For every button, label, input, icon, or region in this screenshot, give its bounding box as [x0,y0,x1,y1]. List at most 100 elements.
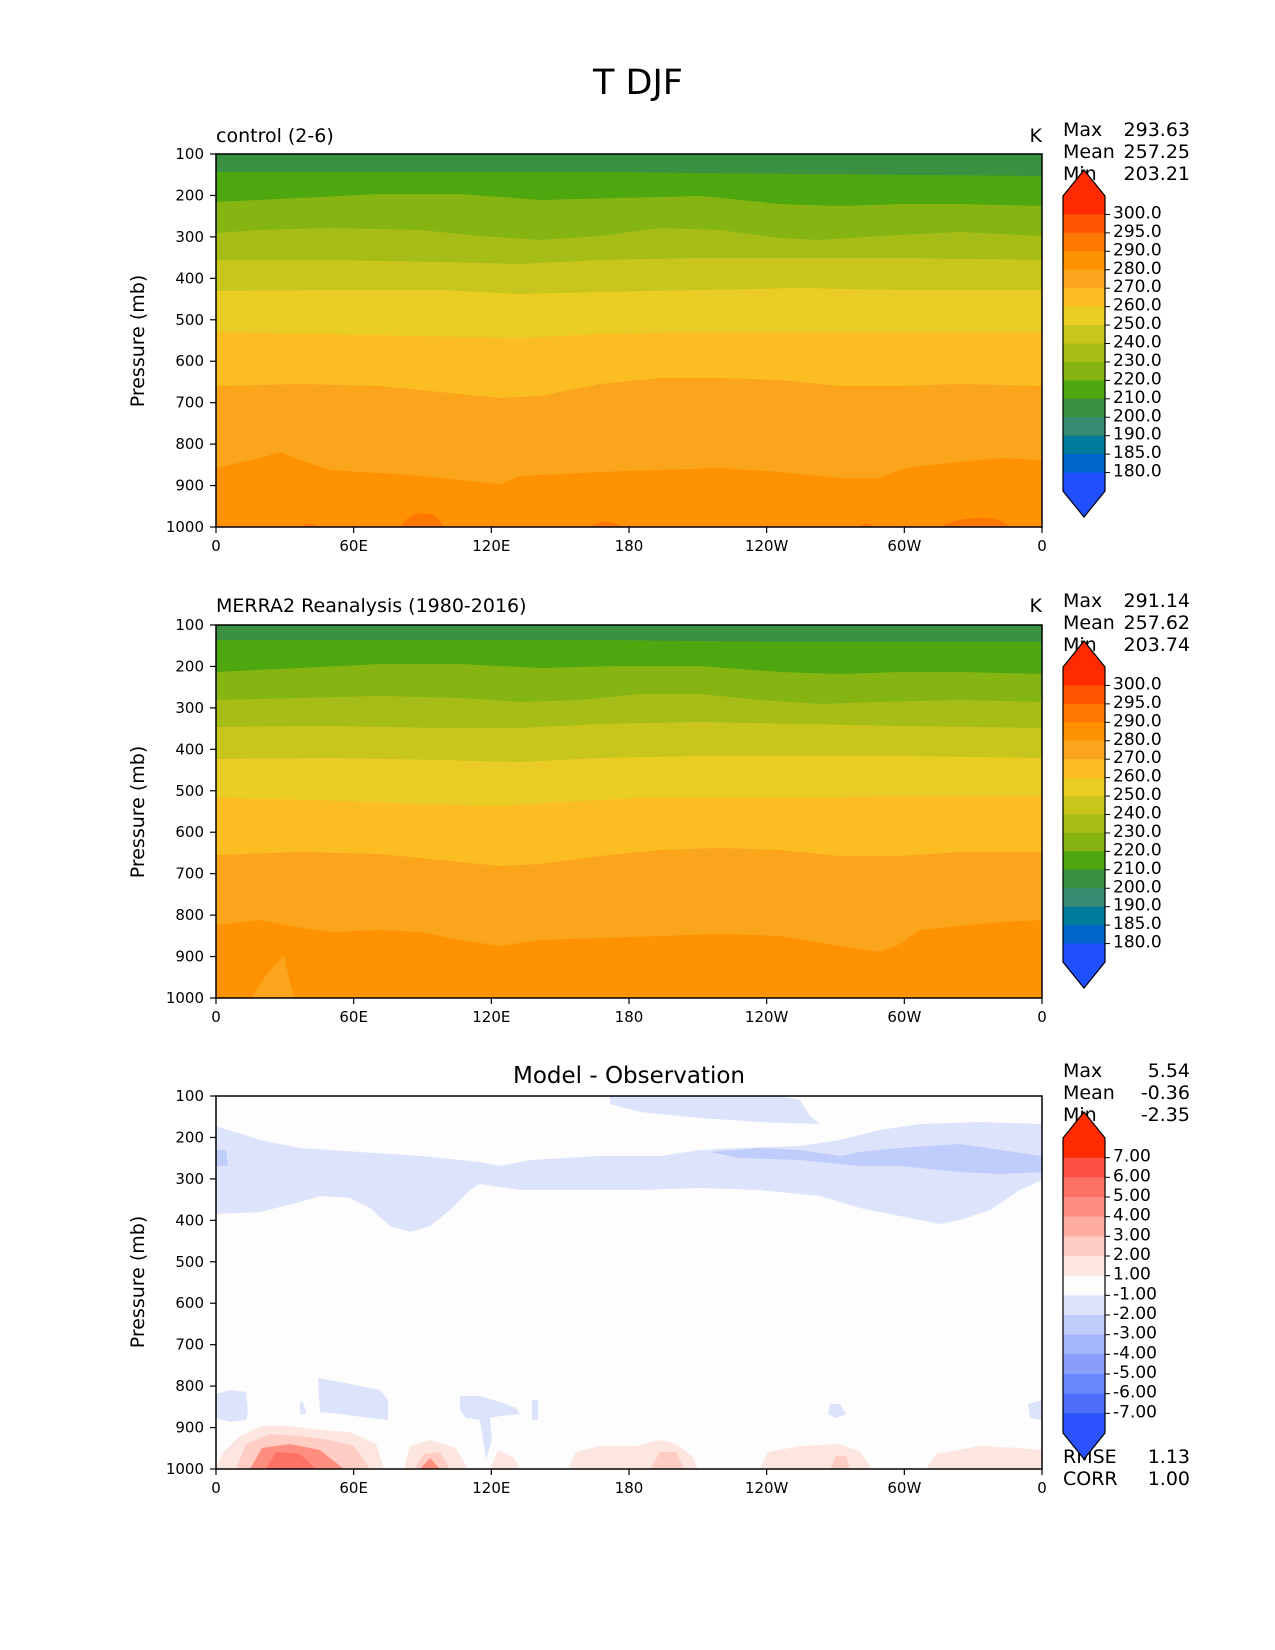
band-neg2-west [216,1150,228,1166]
colorbar-label: -1.00 [1113,1284,1157,1304]
colorbar-label: -4.00 [1113,1343,1157,1363]
colorbar-segment [1063,232,1105,252]
y-tick-label: 500 [175,782,204,800]
colorbar-segment [1063,851,1105,871]
difference-colorbar: 7.006.005.004.003.002.001.00-1.00-2.00-3… [1062,1111,1157,1460]
y-tick-label: 300 [175,1170,204,1188]
colorbar-segment [1063,306,1105,326]
difference-stats: Max 5.54 Mean -0.36 Min -2.35 RMSE 1.13 … [1063,1060,1190,1490]
y-tick-label: 100 [175,1087,204,1105]
difference-title: Model - Observation [513,1063,745,1089]
y-tick-label: 800 [175,1377,204,1395]
panel-control: control (2-6) K Pressure (mb) 0 60E 120E 18… [127,119,1190,555]
colorbar-segment [1063,214,1105,234]
colorbar-label: -3.00 [1113,1324,1157,1344]
x-tick-label: 180 [615,1008,644,1026]
colorbar-segment [1063,1413,1105,1434]
x-tick-label: 120E [472,1008,510,1026]
colorbar-label: 185.0 [1113,443,1162,463]
y-tick-label: 400 [175,740,204,758]
colorbar-label: 290.0 [1113,240,1162,260]
difference-corr-value: 1.00 [1148,1468,1190,1490]
colorbar-segment [1063,685,1105,705]
colorbar-label: 220.0 [1113,840,1162,860]
band-200 [216,154,1042,176]
colorbar-segment [1063,361,1105,381]
y-tick-label: 600 [175,823,204,841]
colorbar-extend-over [1063,641,1105,667]
colorbar-segment [1063,1374,1105,1395]
colorbar-segment [1063,1197,1105,1218]
control-title: control (2-6) [216,125,334,147]
y-tick-label: 900 [175,1419,204,1437]
colorbar-label: 250.0 [1113,785,1162,805]
colorbar-segment [1063,472,1105,492]
difference-rmse-value: 1.13 [1148,1446,1190,1468]
control-units: K [1030,125,1043,147]
colorbar-label: 280.0 [1113,259,1162,279]
colorbar-segment [1063,1177,1105,1198]
colorbar-outline [1062,1111,1106,1460]
difference-min-value: -2.35 [1141,1104,1190,1126]
x-tick-label: 0 [211,1479,221,1497]
x-tick-label: 120E [472,1479,510,1497]
colorbar-segment [1063,722,1105,742]
merra2-max-value: 291.14 [1124,590,1190,612]
colorbar-label: 300.0 [1113,674,1162,694]
colorbar-label: 290.0 [1113,711,1162,731]
x-tick-label: 60E [339,1479,368,1497]
colorbar-segment [1063,1275,1105,1296]
band-270-surface [252,955,294,998]
difference-xticks: 0 60E 120E 180 120W 60W 0 [211,1469,1047,1497]
colorbar-segment [1063,325,1105,345]
colorbar-segment [1063,380,1105,400]
colorbar-label: 260.0 [1113,767,1162,787]
y-tick-label: 700 [175,865,204,883]
colorbar-segment [1063,667,1105,687]
control-xticks: 0 60E 120E 180 120W 60W 0 [211,527,1047,555]
colorbar-segment [1063,398,1105,418]
colorbar-segment [1063,1236,1105,1257]
control-mean-label: Mean [1063,141,1115,163]
y-tick-label: 700 [175,1336,204,1354]
colorbar-segment [1063,925,1105,945]
colorbar-outline [1062,169,1106,518]
control-max-value: 293.63 [1124,119,1190,141]
colorbar-segment [1063,814,1105,834]
y-tick-label: 800 [175,906,204,924]
control-ylabel: Pressure (mb) [127,275,149,408]
colorbar-label: 295.0 [1113,693,1162,713]
colorbar-segment [1063,196,1105,216]
y-tick-label: 100 [175,616,204,634]
x-tick-label: 60W [887,1479,921,1497]
merra2-units: K [1030,595,1043,617]
colorbar-segment [1063,740,1105,760]
colorbar-segment [1063,1138,1105,1159]
x-tick-label: 60W [887,1008,921,1026]
colorbar-label: 180.0 [1113,933,1162,953]
merra2-field [216,625,1042,998]
colorbar-label: 270.0 [1113,748,1162,768]
x-tick-label: 120W [745,1479,789,1497]
y-tick-label: 1000 [166,518,204,536]
colorbar-label: 3.00 [1113,1225,1151,1245]
y-tick-label: 900 [175,477,204,495]
control-min-value: 203.21 [1124,163,1190,185]
control-yticks: 100 200 300 400 500 600 700 800 900 1000 [166,145,216,536]
y-tick-label: 600 [175,1294,204,1312]
difference-mean-value: -0.36 [1141,1082,1190,1104]
y-tick-label: 1000 [166,1460,204,1478]
y-tick-label: 600 [175,352,204,370]
x-tick-label: 180 [615,1479,644,1497]
band-neg1-upper [216,1122,1042,1232]
colorbar-label: 240.0 [1113,333,1162,353]
colorbar-label: 190.0 [1113,425,1162,445]
y-tick-label: 300 [175,228,204,246]
colorbar-segment [1063,943,1105,963]
colorbar-segment [1063,343,1105,363]
merra2-mean-label: Mean [1063,612,1115,634]
x-tick-label: 120W [745,537,789,555]
panel-merra2: MERRA2 Reanalysis (1980-2016) K Pressure… [127,590,1190,1026]
colorbar-label: -7.00 [1113,1402,1157,1422]
colorbar-segment [1063,417,1105,437]
